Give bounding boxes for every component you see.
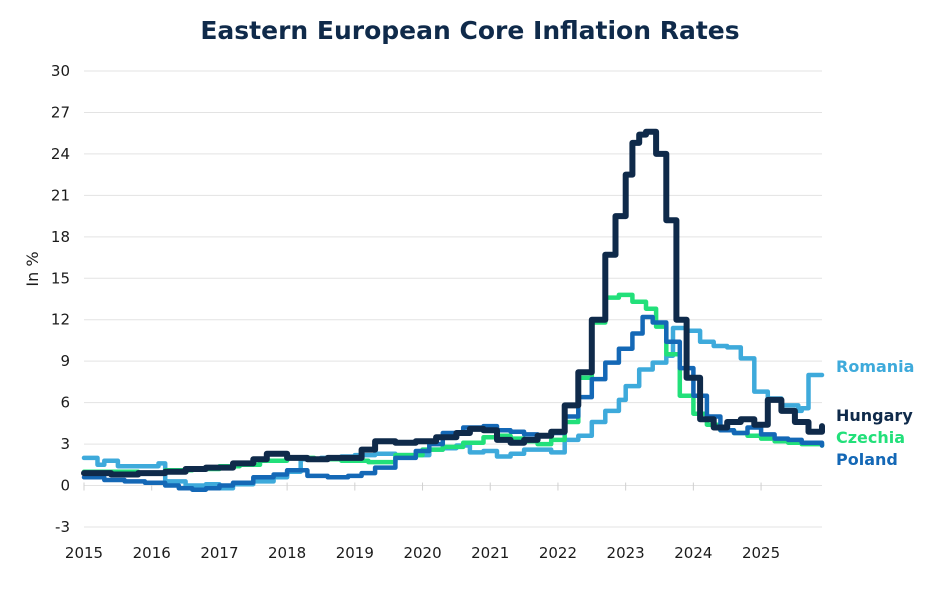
x-tick-label: 2019 <box>336 544 374 562</box>
y-tick-label: 18 <box>51 228 70 246</box>
y-tick-label: 15 <box>51 269 70 287</box>
x-tick-label: 2015 <box>65 544 103 562</box>
y-tick-label: 27 <box>51 103 70 121</box>
y-tick-label: -3 <box>55 518 70 536</box>
series-line-romania <box>81 325 825 491</box>
legend-label-hungary: Hungary <box>836 406 913 425</box>
x-tick-label: 2016 <box>133 544 171 562</box>
series-line-hungary <box>81 128 825 478</box>
legend-label-poland: Poland <box>836 450 898 469</box>
series-line-czechia <box>81 292 825 476</box>
y-tick-label: 30 <box>51 62 70 80</box>
legend-label-romania: Romania <box>836 357 914 376</box>
y-tick-label: 9 <box>60 352 70 370</box>
y-tick-label: 6 <box>60 394 70 412</box>
y-tick-label: 21 <box>51 186 70 204</box>
y-axis-label: In % <box>23 251 42 286</box>
x-tick-label: 2023 <box>607 544 645 562</box>
x-tick-label: 2020 <box>403 544 441 562</box>
x-tick-label: 2022 <box>539 544 577 562</box>
y-tick-label: 12 <box>51 311 70 329</box>
legend-label-czechia: Czechia <box>836 428 905 447</box>
x-tick-label: 2021 <box>471 544 509 562</box>
y-tick-label: 3 <box>60 435 70 453</box>
x-tick-label: 2024 <box>674 544 712 562</box>
chart-title: Eastern European Core Inflation Rates <box>200 16 740 45</box>
y-tick-label: 24 <box>51 145 70 163</box>
y-tick-label: 0 <box>60 477 70 495</box>
x-tick-label: 2018 <box>268 544 306 562</box>
x-tick-label: 2025 <box>742 544 780 562</box>
x-tick-label: 2017 <box>200 544 238 562</box>
